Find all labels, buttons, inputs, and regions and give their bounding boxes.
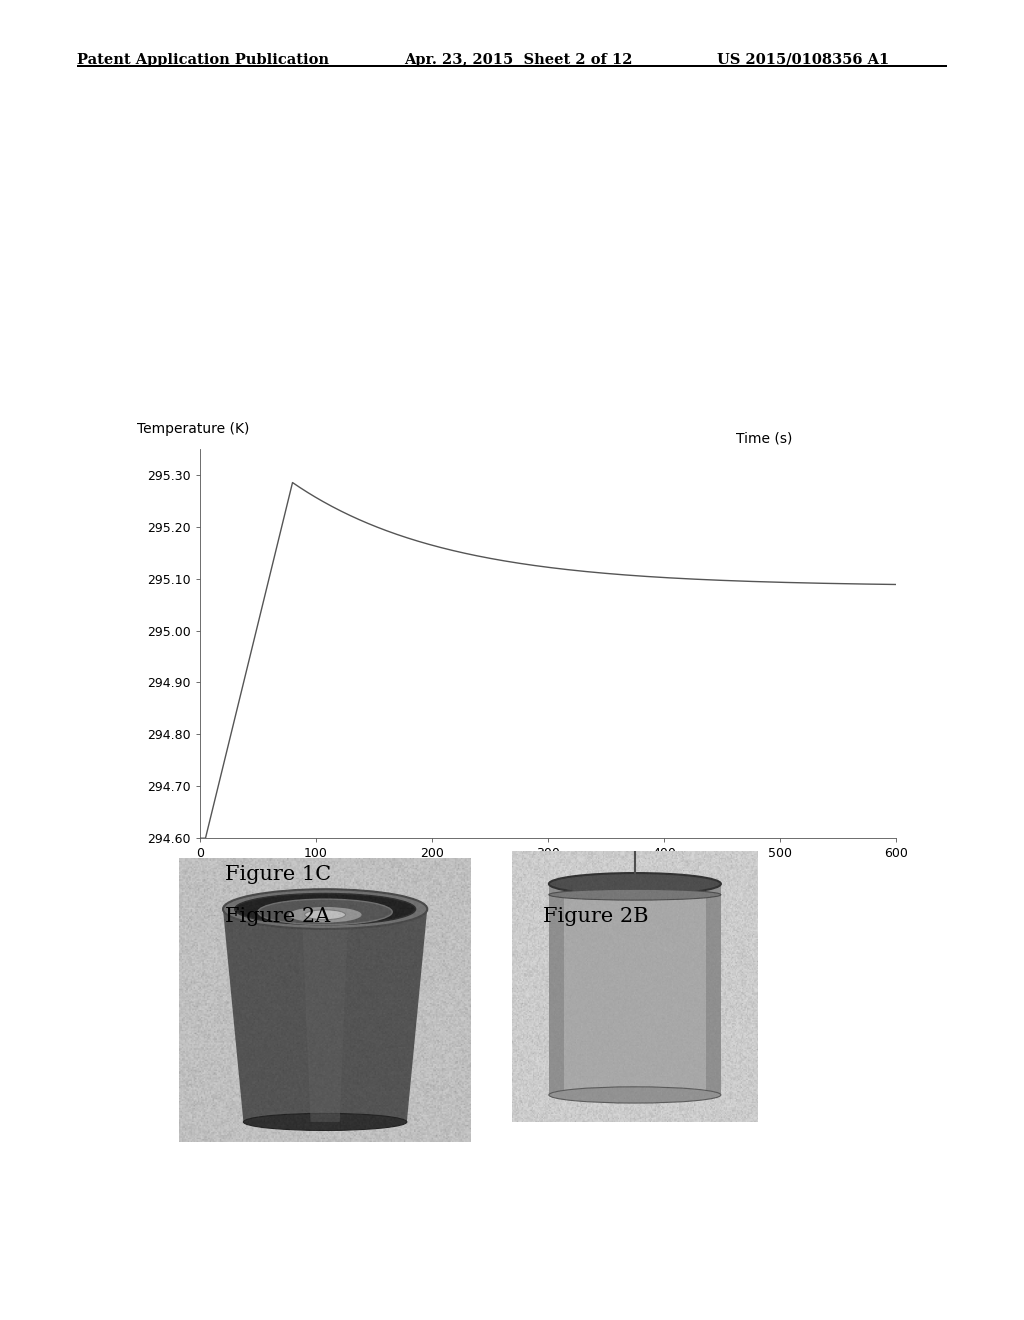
Ellipse shape [244,1113,407,1130]
Ellipse shape [258,899,392,925]
Text: Apr. 23, 2015  Sheet 2 of 12: Apr. 23, 2015 Sheet 2 of 12 [404,53,633,67]
Polygon shape [302,909,348,1122]
Polygon shape [549,884,721,1096]
Text: Patent Application Publication: Patent Application Publication [77,53,329,67]
Ellipse shape [223,890,427,929]
Polygon shape [223,909,427,1122]
Polygon shape [707,884,721,1096]
Ellipse shape [549,873,721,895]
Text: Time (s): Time (s) [736,432,793,445]
Text: Figure 1C: Figure 1C [225,865,332,883]
Text: US 2015/0108356 A1: US 2015/0108356 A1 [717,53,889,67]
Text: Figure 2B: Figure 2B [543,907,648,925]
Ellipse shape [549,1086,721,1104]
Ellipse shape [305,909,345,920]
Text: Temperature (K): Temperature (K) [137,421,250,436]
Text: Figure 2A: Figure 2A [225,907,331,925]
Ellipse shape [234,894,416,925]
Ellipse shape [549,890,721,900]
Ellipse shape [289,907,361,923]
Polygon shape [549,884,563,1096]
